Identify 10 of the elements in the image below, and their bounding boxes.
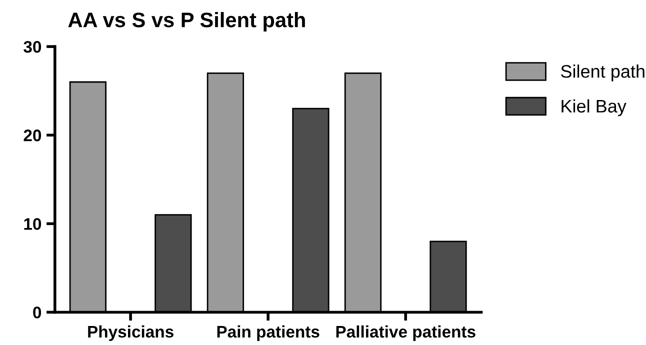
x-tick-label: Physicians (88, 325, 174, 341)
y-tick-label: 30 (24, 40, 42, 53)
y-tick-label: 0 (33, 306, 42, 318)
x-tick-label: Pain patients (217, 325, 320, 341)
y-tick-label: 20 (24, 130, 42, 142)
legend-label: Silent path (561, 64, 644, 82)
x-tick-label: Palliative patients (336, 325, 476, 341)
legend-label: Kiel Bay (562, 99, 626, 116)
y-tick-label: 10 (24, 218, 42, 230)
chart-title: AA vs S vs P Silent path (68, 12, 305, 32)
